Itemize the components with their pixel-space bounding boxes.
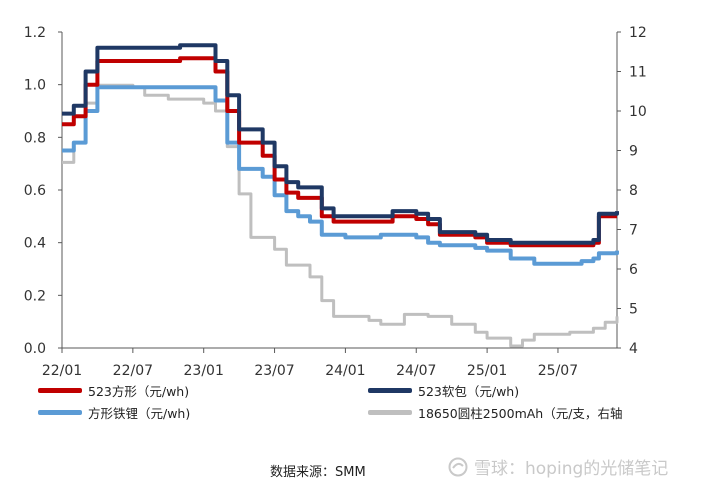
legend-swatch-523-square xyxy=(38,388,82,393)
chart-tick-labels: 0.0 0.2 0.4 0.6 0.8 1.0 1.2 4 5 6 7 8 9 10 11 12 22/01 22… xyxy=(24,25,647,379)
y-right-tick-label: 5 xyxy=(629,302,638,318)
series-line-1 xyxy=(62,43,619,245)
watermark-text: 雪球：hoping的光储笔记 xyxy=(474,459,669,479)
legend-item-523-pouch: 523软包（元/wh) xyxy=(368,381,519,400)
line-chart: 0.0 0.2 0.4 0.6 0.8 1.0 1.2 4 5 6 7 8 9 10 11 12 22/01 22… xyxy=(24,25,647,379)
x-tick-label: 23/01 xyxy=(184,363,224,379)
y-right-tick-label: 12 xyxy=(629,25,647,41)
y-left-tick-label: 0.0 xyxy=(24,341,46,357)
y-left-tick-label: 0.8 xyxy=(24,130,46,146)
x-tick-label: 23/07 xyxy=(254,363,294,379)
series-line-2 xyxy=(62,85,619,266)
legend-swatch-lfp-square xyxy=(38,410,82,415)
series-line-0 xyxy=(62,56,617,248)
legend-label-18650: 18650圆柱2500mAh（元/支，右轴 xyxy=(418,406,623,421)
y-right-tick-label: 4 xyxy=(629,341,638,357)
snowball-logo-icon xyxy=(448,457,468,476)
x-tick-label: 24/07 xyxy=(396,363,436,379)
y-right-tick-label: 7 xyxy=(629,223,638,239)
y-left-tick-label: 1.2 xyxy=(24,25,46,41)
y-right-tick-label: 9 xyxy=(629,144,638,160)
x-tick-label: 22/07 xyxy=(113,363,153,379)
y-left-tick-label: 0.4 xyxy=(24,236,46,252)
legend-label-lfp-square: 方形铁锂（元/wh) xyxy=(88,406,191,421)
legend-swatch-523-pouch xyxy=(368,388,412,393)
legend-item-523-square: 523方形（元/wh) xyxy=(38,381,189,400)
source-note: 数据来源：SMM xyxy=(270,465,366,480)
y-left-tick-label: 1.0 xyxy=(24,78,46,94)
legend-item-lfp-square: 方形铁锂（元/wh) xyxy=(38,403,190,422)
x-tick-label: 25/07 xyxy=(538,363,578,379)
y-right-tick-label: 10 xyxy=(629,104,647,120)
legend-label-523-pouch: 523软包（元/wh) xyxy=(418,384,520,399)
watermark: 雪球：hoping的光储笔记 xyxy=(448,454,668,479)
y-left-tick-label: 0.6 xyxy=(24,183,46,199)
chart-series-lines xyxy=(62,43,619,348)
legend-item-18650: 18650圆柱2500mAh（元/支，右轴 xyxy=(368,403,622,422)
chart-axes xyxy=(58,31,621,353)
x-tick-label: 22/01 xyxy=(42,363,82,379)
x-tick-label: 24/01 xyxy=(325,363,365,379)
y-left-tick-label: 0.2 xyxy=(24,288,46,304)
y-right-tick-label: 8 xyxy=(629,183,638,199)
series-line-3 xyxy=(62,83,619,348)
legend-swatch-18650 xyxy=(368,410,412,415)
legend-label-523-square: 523方形（元/wh) xyxy=(88,384,190,399)
y-right-tick-label: 11 xyxy=(629,65,647,81)
x-tick-label: 25/01 xyxy=(467,363,507,379)
y-right-tick-label: 6 xyxy=(629,262,638,278)
